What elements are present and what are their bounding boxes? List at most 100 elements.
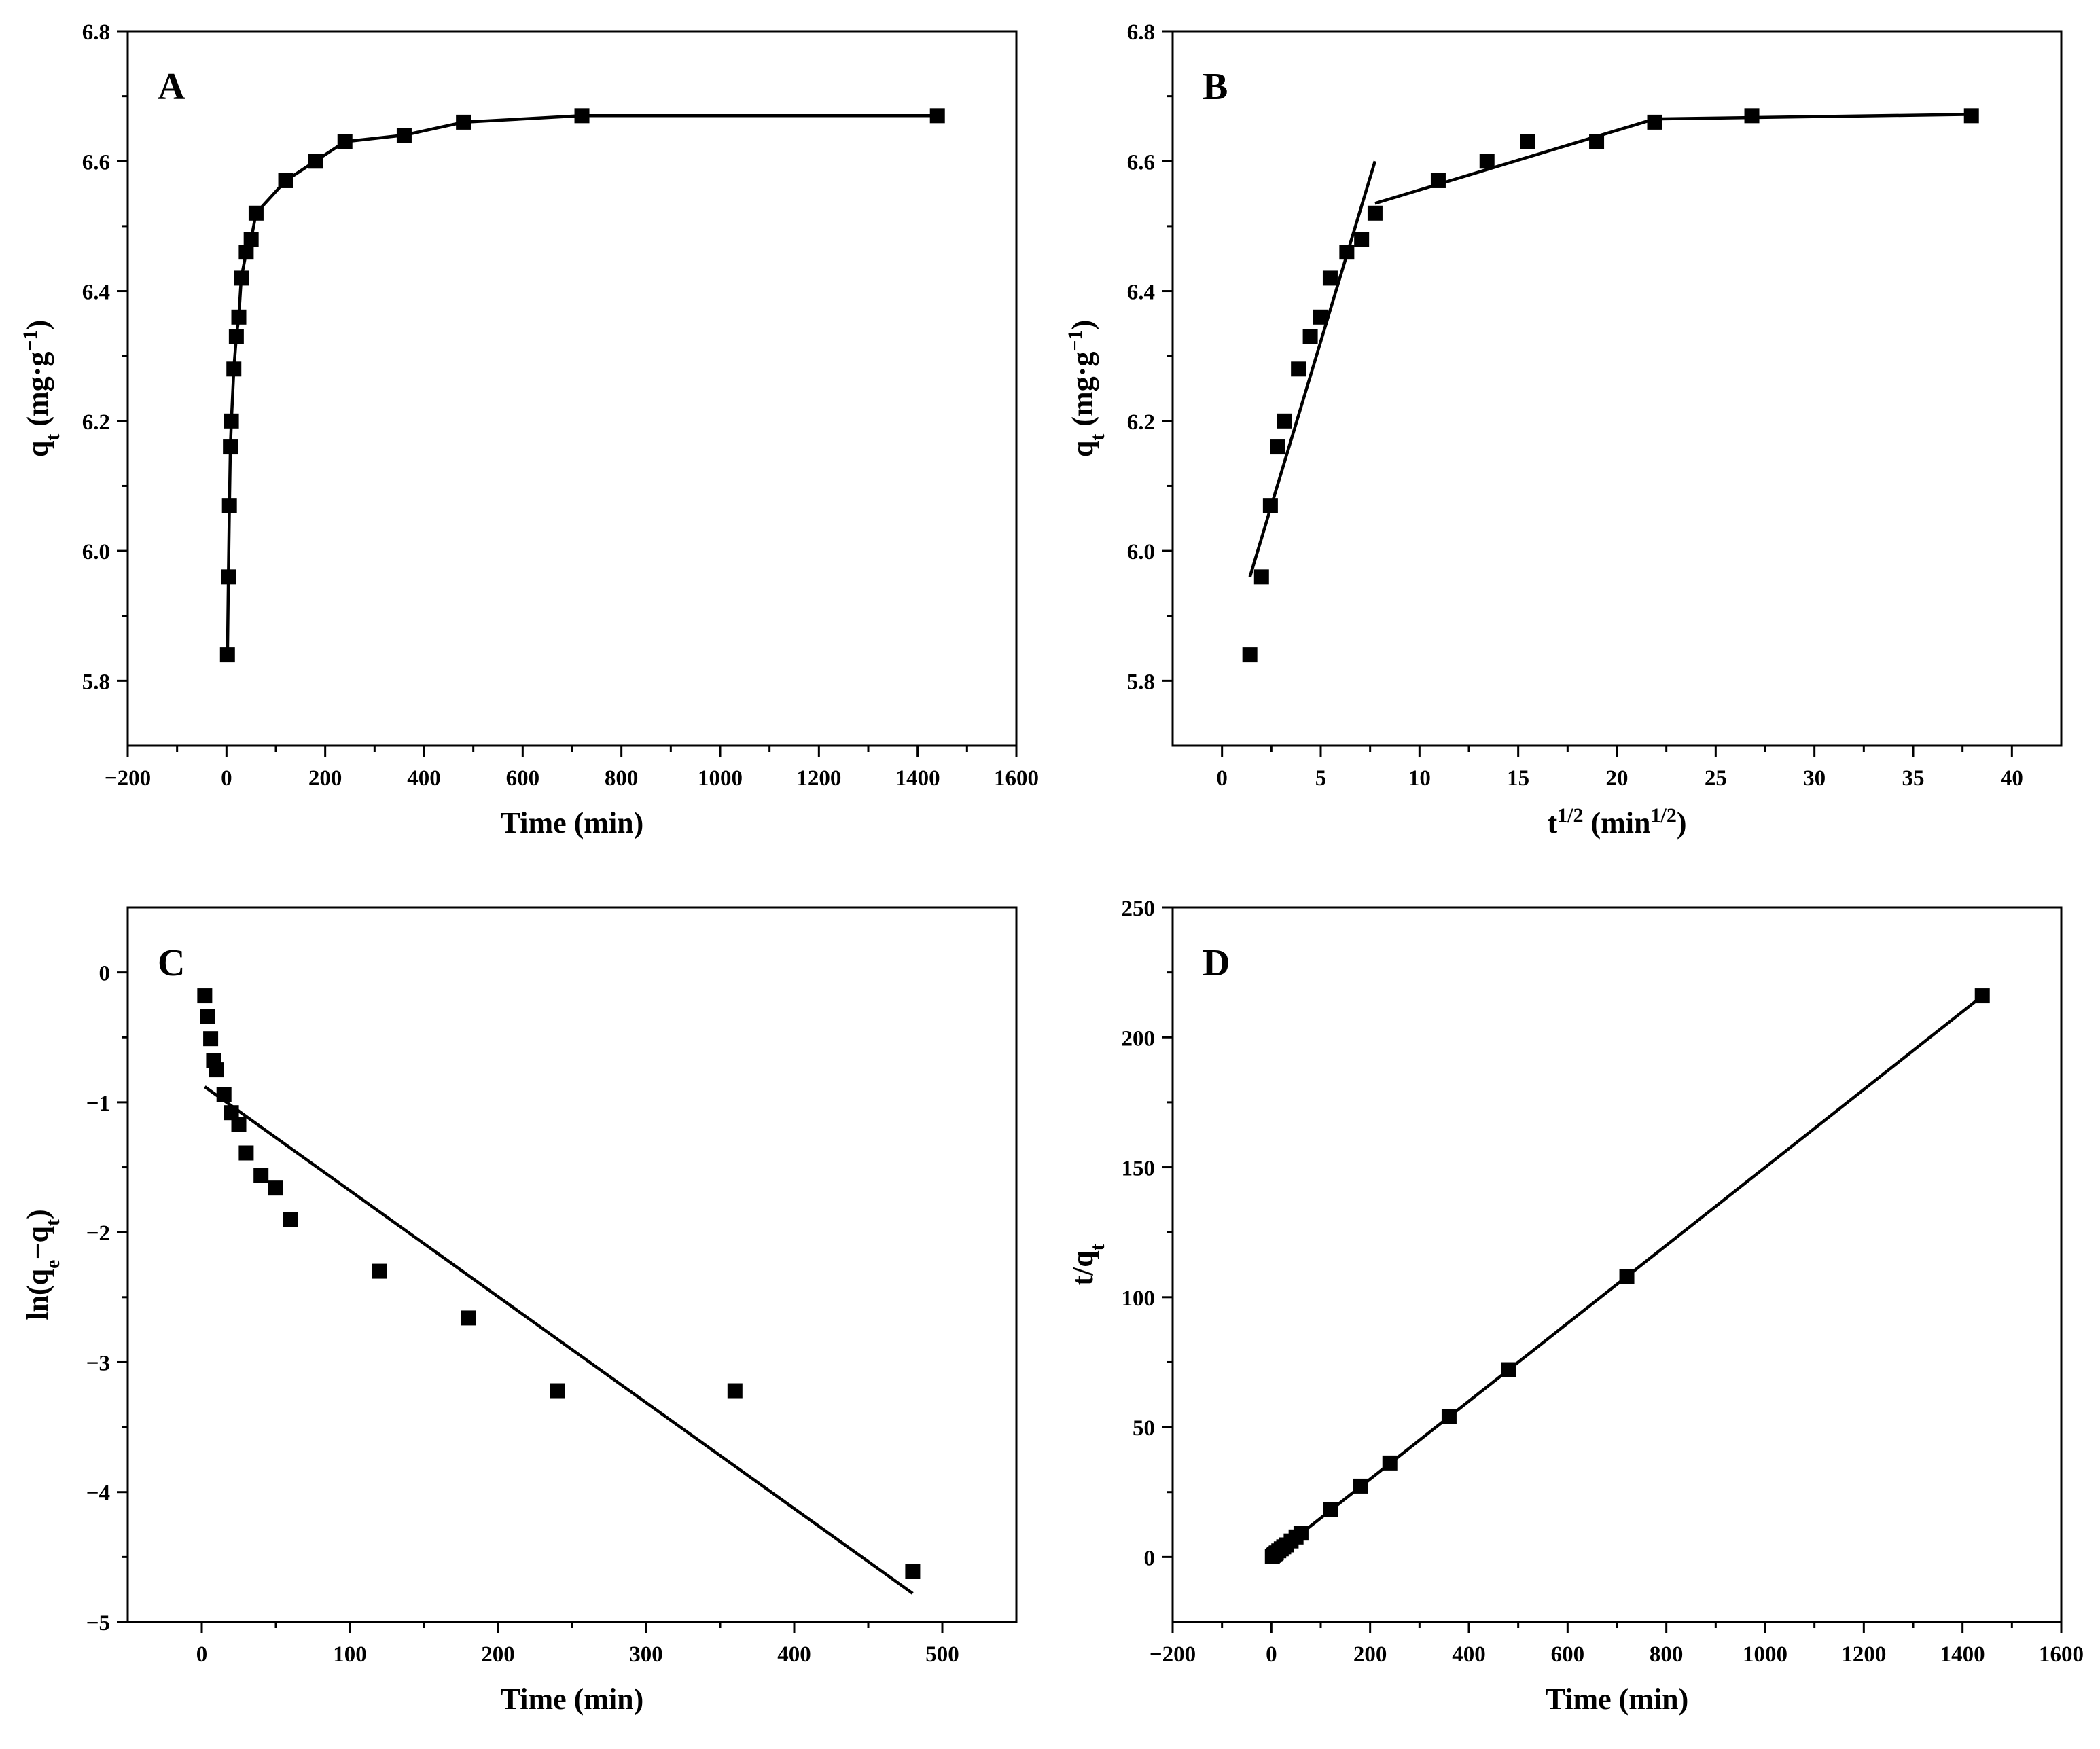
- x-tick-label: 35: [1902, 766, 1925, 791]
- x-tick-label: 1600: [2039, 1642, 2084, 1667]
- data-point: [1520, 134, 1535, 149]
- y-tick-label: 0: [1144, 1546, 1156, 1570]
- panel-letter: C: [158, 942, 185, 984]
- data-point: [1647, 114, 1662, 130]
- data-point: [337, 134, 353, 149]
- data-point: [221, 569, 236, 585]
- panel-letter: A: [158, 66, 185, 108]
- y-axis-title: qt (mg·g−1): [1064, 320, 1109, 457]
- panel-c: 0 100 200 300 400 500 −5 −4 −3 −2 −1 0 Time (min) ln(…: [21, 906, 1018, 1716]
- data-point: [1322, 270, 1338, 286]
- y-tick-label: 6.2: [1127, 410, 1155, 435]
- data-point: [372, 1263, 387, 1279]
- x-tick-label: 400: [407, 766, 441, 791]
- x-tick-label: 400: [1452, 1642, 1486, 1667]
- x-tick-label: 0: [221, 766, 232, 791]
- x-axis-title: t1/2 (min1/2): [1548, 804, 1687, 840]
- data-point: [1270, 439, 1285, 455]
- y-tick-label: −5: [86, 1611, 110, 1636]
- x-tick-label: 200: [1353, 1642, 1387, 1667]
- data-point: [1963, 108, 1979, 124]
- fit-line: [1248, 160, 1377, 577]
- x-tick-label: 200: [481, 1642, 515, 1667]
- plot-frame: [1171, 906, 2063, 1623]
- data-point: [223, 439, 238, 455]
- data-point: [1367, 205, 1383, 221]
- x-tick-label: 1000: [698, 766, 743, 791]
- panel-d: −200 0 200 400 600 800 1000 1200 1400 1600 0 50 100 1…: [1066, 897, 2084, 1716]
- y-tick-label: 6.6: [82, 150, 110, 175]
- data-point: [1277, 413, 1292, 429]
- x-tick-label: 400: [777, 1642, 811, 1667]
- x-tick-label: 1400: [1940, 1642, 1985, 1667]
- fit-line: [204, 1085, 914, 1595]
- x-tick-label: 10: [1408, 766, 1431, 791]
- x-axis-title: Time (min): [501, 806, 644, 840]
- y-axis-title: ln(qe−qt): [21, 1209, 64, 1320]
- data-point: [283, 1212, 298, 1227]
- y-axis-title: t/qt: [1066, 1244, 1109, 1285]
- data-point: [243, 232, 259, 247]
- data-point: [200, 1009, 215, 1024]
- data-point: [224, 413, 239, 429]
- data-point: [461, 1310, 476, 1326]
- x-tick-label: 30: [1803, 766, 1826, 791]
- x-tick-label: 600: [506, 766, 540, 791]
- x-tick-label: 20: [1606, 766, 1629, 791]
- data-point: [203, 1031, 219, 1047]
- data-point: [1479, 154, 1495, 169]
- data-point: [929, 108, 945, 124]
- x-tick-label: 200: [308, 766, 342, 791]
- data-point: [1242, 647, 1258, 663]
- y-tick-label: 150: [1122, 1157, 1156, 1181]
- data-point: [197, 988, 213, 1004]
- data-point: [550, 1383, 565, 1399]
- x-tick-label: 1200: [796, 766, 841, 791]
- y-tick-label: 6.0: [1127, 540, 1155, 564]
- data-point: [1253, 569, 1269, 585]
- y-axis-title: qt (mg·g−1): [19, 320, 64, 457]
- x-tick-label: 15: [1507, 766, 1529, 791]
- x-tick-label: 25: [1705, 766, 1727, 791]
- data-point: [219, 647, 235, 663]
- x-tick-label: 0: [196, 1642, 208, 1667]
- y-tick-label: 50: [1133, 1416, 1155, 1441]
- y-tick-label: 200: [1122, 1026, 1156, 1051]
- data-point: [226, 361, 242, 377]
- panel-letter: B: [1203, 66, 1228, 108]
- data-point: [268, 1180, 283, 1196]
- x-tick-label: 1400: [895, 766, 940, 791]
- x-tick-label: 1200: [1841, 1642, 1886, 1667]
- data-point: [234, 270, 249, 286]
- data-point: [396, 128, 412, 143]
- data-point: [253, 1168, 269, 1183]
- x-tick-label: 800: [605, 766, 639, 791]
- data-point: [1291, 361, 1306, 377]
- y-tick-label: −4: [86, 1481, 110, 1506]
- x-tick-label: 0: [1216, 766, 1228, 791]
- fit-line: [1374, 117, 1656, 205]
- data-point: [1744, 108, 1760, 124]
- y-tick-label: 6.2: [82, 410, 110, 435]
- x-axis-title: Time (min): [501, 1682, 644, 1716]
- x-axis-title: Time (min): [1546, 1682, 1689, 1716]
- data-point: [248, 205, 264, 221]
- series-line: [226, 114, 938, 655]
- plot-frame: [126, 906, 1018, 1623]
- y-tick-label: 6.4: [82, 281, 110, 305]
- y-tick-label: 6.4: [1127, 281, 1155, 305]
- data-point: [221, 498, 237, 513]
- data-point: [574, 108, 590, 124]
- fit-line: [1270, 994, 1984, 1559]
- x-tick-label: 500: [925, 1642, 959, 1667]
- x-tick-label: 300: [629, 1642, 663, 1667]
- data-point: [209, 1062, 224, 1078]
- y-tick-label: 5.8: [82, 670, 110, 694]
- x-tick-label: −200: [105, 766, 151, 791]
- panel-letter: D: [1203, 942, 1230, 984]
- y-tick-label: −1: [86, 1092, 110, 1116]
- data-point: [1302, 329, 1318, 344]
- data-point: [228, 329, 244, 344]
- y-tick-label: −3: [86, 1351, 110, 1375]
